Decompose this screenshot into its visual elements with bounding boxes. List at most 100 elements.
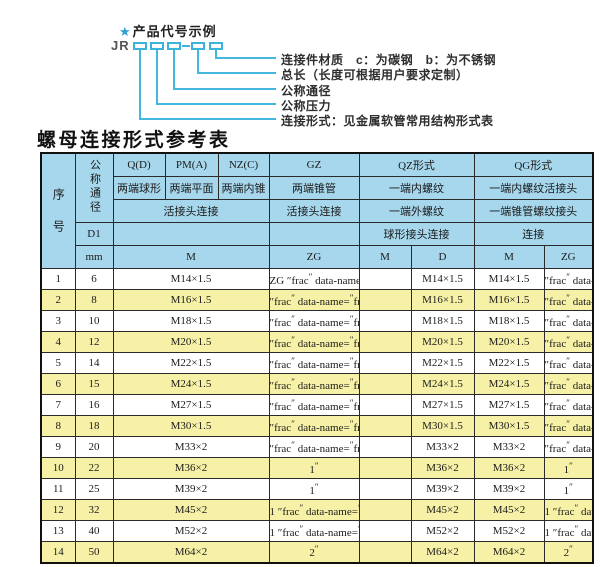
qz-m-value	[358, 478, 412, 500]
inch-mark: ″	[544, 274, 550, 287]
inch-mark: ″	[269, 337, 275, 350]
connector-line	[197, 50, 199, 74]
header-qg-desc3: 连接	[473, 222, 594, 246]
row-number: 6	[40, 373, 76, 395]
row-number: 1	[40, 268, 76, 290]
gz-zg-thread: 2″	[268, 541, 360, 563]
code-box-3	[167, 42, 181, 50]
inch-mark: ″	[269, 400, 275, 413]
header-m: M	[112, 245, 270, 269]
inch-mark: ″	[566, 334, 570, 345]
nominal-diameter-mm: 15	[74, 373, 114, 395]
qz-m-value	[358, 499, 412, 521]
inch-mark: ″	[269, 316, 275, 329]
inch-mark: ″	[308, 271, 313, 282]
diagram-title-text: 产品代号示例	[132, 24, 217, 39]
inch-mark: ″	[269, 358, 275, 371]
m-thread: M20×1.5	[112, 331, 270, 353]
qg-zg-thread: ″frac″ data-name=″fraction″ data-interac…	[543, 331, 594, 353]
qg-zg-thread: ″frac″ data-name=″fraction″ data-interac…	[543, 415, 594, 437]
code-box-4	[191, 42, 205, 50]
table-header: 序号 公称通径 Q(D) PM(A) NZ(C) GZ QZ形式 QG形式 两端…	[40, 152, 594, 269]
inch-mark: ″	[569, 460, 573, 471]
header-d1: D1	[74, 222, 114, 246]
inch-mark: ″	[349, 418, 354, 429]
qz-m-value	[358, 331, 412, 353]
m-thread: M39×2	[112, 478, 270, 500]
header-qz-d: D	[410, 245, 475, 269]
product-code-diagram: ★产品代号示例 JR 连接件材质 c：为碳钢 b：为不锈钢 总长（长度可根据用户…	[0, 0, 600, 128]
nominal-diameter-mm: 12	[74, 331, 114, 353]
qg-zg-thread: ″frac″ data-name=″fraction″ data-interac…	[543, 289, 594, 311]
gz-zg-thread: ″frac″ data-name=″fraction″ data-interac…	[268, 373, 360, 395]
inch-mark: ″	[291, 418, 295, 429]
connector-line	[139, 118, 276, 120]
header-q: Q(D)	[112, 152, 166, 177]
inch-mark: ″	[544, 358, 550, 371]
qg-m-value: M16×1.5	[473, 289, 545, 311]
inch-mark: ″	[291, 334, 295, 345]
table-row: 10 22 M36×2 1″ M36×2 M36×2 1″	[40, 457, 594, 479]
header-gz: GZ	[268, 152, 360, 177]
qz-m-value	[358, 310, 412, 332]
row-number: 2	[40, 289, 76, 311]
m-thread: M16×1.5	[112, 289, 270, 311]
inch-mark: ″	[349, 313, 354, 324]
inch-mark: ″	[286, 274, 292, 287]
qz-d-value: M24×1.5	[410, 373, 475, 395]
qz-m-value	[358, 520, 412, 542]
inch-mark: ″	[566, 271, 570, 282]
qz-d-value: M18×1.5	[410, 310, 475, 332]
qg-m-value: M20×1.5	[473, 331, 545, 353]
qg-m-value: M39×2	[473, 478, 545, 500]
header-qg-desc2: 一端锥管螺纹接头	[473, 199, 594, 223]
qg-m-value: M30×1.5	[473, 415, 545, 437]
inch-mark: ″	[552, 526, 558, 539]
connector-line	[156, 103, 276, 105]
qg-zg-thread: 2″	[543, 541, 594, 563]
header-gz-connection: 活接头连接	[268, 199, 360, 223]
inch-mark: ″	[544, 442, 550, 455]
m-thread: M30×1.5	[112, 415, 270, 437]
nominal-diameter-mm: 20	[74, 436, 114, 458]
header-union-connection: 活接头连接	[112, 199, 270, 223]
qz-d-value: M64×2	[410, 541, 475, 563]
nominal-diameter-mm: 22	[74, 457, 114, 479]
row-number: 5	[40, 352, 76, 374]
connector-line	[215, 57, 276, 59]
inch-mark: ″	[314, 460, 319, 471]
qg-m-value: M18×1.5	[473, 310, 545, 332]
qg-m-value: M36×2	[473, 457, 545, 479]
header-seq: 序号	[40, 152, 76, 269]
inch-mark: ″	[349, 376, 354, 387]
m-thread: M64×2	[112, 541, 270, 563]
gz-zg-thread: ″frac″ data-name=″fraction″ data-interac…	[268, 436, 360, 458]
gz-zg-thread: 1″	[268, 457, 360, 479]
inch-mark: ″	[299, 502, 304, 513]
label-connection-form: 连接形式：见金属软管常用结构形式表	[281, 114, 494, 128]
label-nominal-diameter: 公称通径	[281, 84, 332, 98]
inch-mark: ″	[544, 379, 550, 392]
header-empty-cell	[268, 222, 360, 246]
inch-mark: ″	[566, 439, 570, 450]
header-qg-desc1: 一端内螺纹活接头	[473, 176, 594, 200]
header-gz-desc: 两端锥管	[268, 176, 360, 200]
header-zg: ZG	[268, 245, 360, 269]
header-qg-m: M	[473, 245, 545, 269]
qg-zg-thread: 1 ″frac″ data-name=″fraction″ data-inter…	[543, 499, 594, 521]
inch-mark: ″	[566, 397, 570, 408]
row-number: 4	[40, 331, 76, 353]
inch-mark: ″	[544, 316, 550, 329]
m-thread: M36×2	[112, 457, 270, 479]
inch-mark: ″	[552, 505, 558, 518]
inch-mark: ″	[574, 523, 579, 534]
inch-mark: ″	[544, 337, 550, 350]
inch-mark: ″	[291, 376, 295, 387]
m-thread: M27×1.5	[112, 394, 270, 416]
